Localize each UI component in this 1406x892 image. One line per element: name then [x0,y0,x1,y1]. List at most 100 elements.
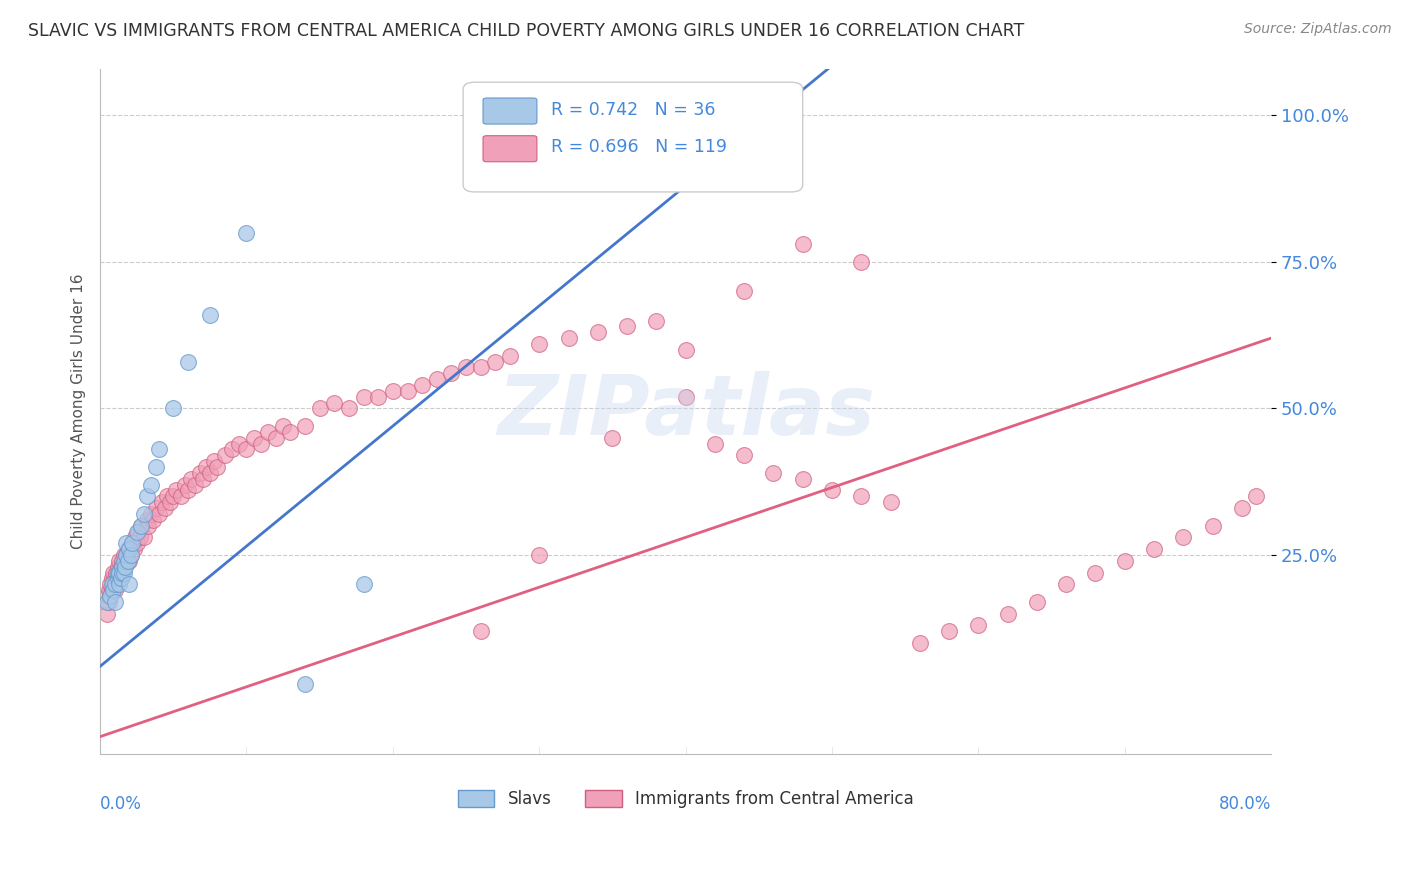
Point [1054,577,1077,591]
Point [367,390,389,404]
Point [1025,595,1047,609]
Point [103,583,125,598]
Point [132,507,155,521]
Point [205,460,228,475]
Point [198,308,221,322]
Point [1143,542,1166,557]
Point [107,566,129,580]
Point [129,518,152,533]
Point [96,589,118,603]
Point [103,566,125,580]
FancyBboxPatch shape [463,82,803,192]
Point [440,366,463,380]
Point [111,559,134,574]
Point [145,460,167,475]
Point [114,554,136,568]
Point [148,442,170,457]
Point [879,495,901,509]
Point [733,284,755,298]
Point [851,489,873,503]
Point [411,378,433,392]
Point [104,577,127,591]
Point [118,542,141,557]
Point [112,559,135,574]
Point [101,583,124,598]
Point [1114,554,1136,568]
Y-axis label: Child Poverty Among Girls Under 16: Child Poverty Among Girls Under 16 [72,274,86,549]
Point [104,571,127,585]
Point [484,354,506,368]
Point [337,401,360,416]
Point [100,589,122,603]
Point [675,390,697,404]
Point [792,472,814,486]
Point [792,237,814,252]
Point [616,319,638,334]
Point [120,548,142,562]
Point [165,483,187,498]
Point [308,401,330,416]
Point [136,489,159,503]
Point [118,542,141,557]
Point [103,577,125,591]
Point [967,618,990,632]
Point [111,554,134,568]
Point [107,571,129,585]
Point [243,431,266,445]
Point [323,395,346,409]
Point [96,595,118,609]
Point [97,583,120,598]
Point [120,548,142,562]
Point [112,554,135,568]
Point [114,559,136,574]
Point [454,360,477,375]
Point [529,337,551,351]
Point [112,566,135,580]
Point [121,536,143,550]
Point [294,419,316,434]
Point [198,466,221,480]
Point [141,507,163,521]
Point [169,489,191,503]
Point [156,489,179,503]
Point [381,384,404,398]
Point [851,255,873,269]
Point [202,454,225,468]
Point [499,349,522,363]
Point [118,577,141,591]
Point [97,595,120,609]
Point [112,548,135,562]
Point [115,548,138,562]
Point [124,530,146,544]
Point [107,559,129,574]
Point [250,436,273,450]
Point [470,360,492,375]
Point [162,489,184,503]
Point [132,530,155,544]
Legend: Slavs, Immigrants from Central America: Slavs, Immigrants from Central America [451,783,921,814]
Point [908,636,931,650]
Point [115,548,138,562]
Point [821,483,844,498]
Point [257,425,280,439]
Point [264,431,287,445]
Point [121,536,143,550]
Point [118,554,141,568]
Point [586,325,609,339]
Point [174,477,197,491]
Point [177,354,200,368]
Point [1173,530,1195,544]
Point [675,343,697,357]
Point [110,571,132,585]
Point [105,566,128,580]
Point [100,589,122,603]
Point [184,477,207,491]
Point [150,495,173,509]
Point [101,577,124,591]
Point [470,624,492,639]
Point [177,483,200,498]
Point [96,607,118,621]
Point [108,577,131,591]
Point [104,583,127,598]
Point [111,566,134,580]
